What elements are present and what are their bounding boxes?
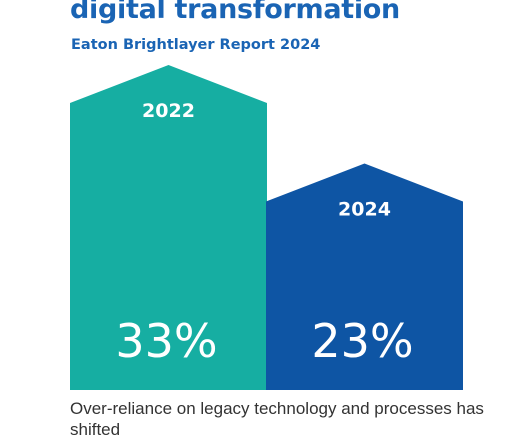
- bar-2022: [70, 65, 267, 390]
- chart-title: digital transformation: [70, 0, 400, 25]
- value-label: 23%: [311, 314, 413, 368]
- chart-caption: Over-reliance on legacy technology and p…: [70, 399, 484, 439]
- category-label: 2024: [338, 198, 391, 220]
- value-label: 33%: [115, 314, 217, 368]
- chart-subtitle: Eaton Brightlayer Report 2024: [71, 37, 321, 53]
- category-label: 2022: [142, 100, 195, 122]
- bar-2024: [266, 163, 463, 390]
